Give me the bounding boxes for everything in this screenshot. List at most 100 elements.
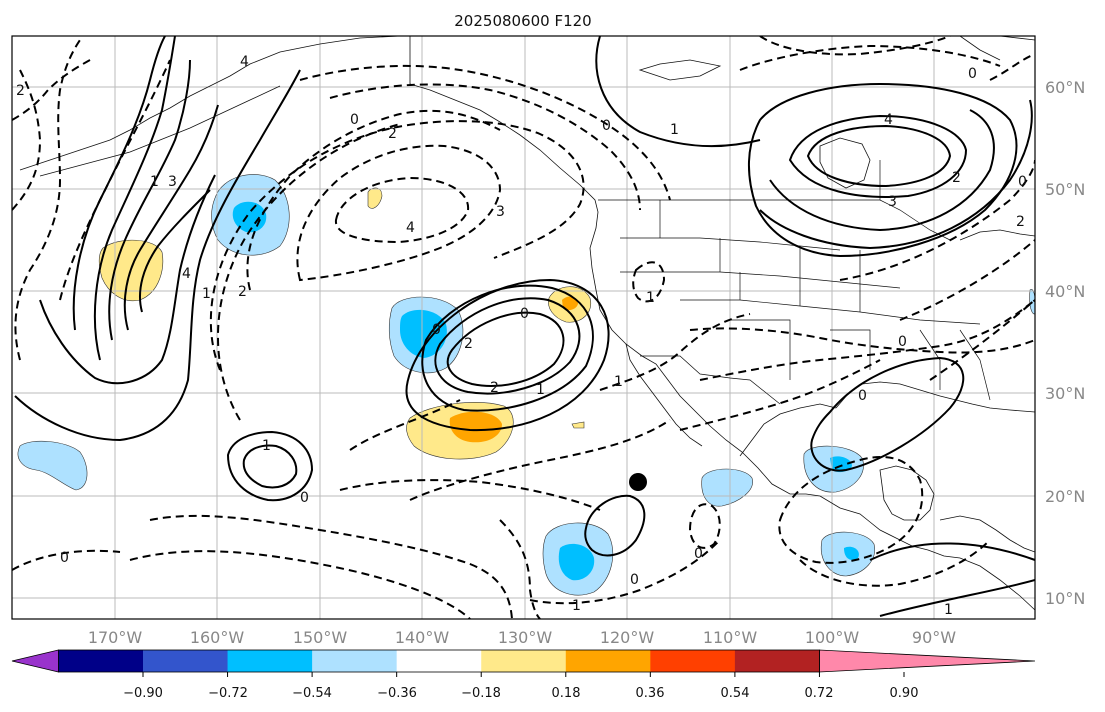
shaded-anomalies: [17, 174, 1035, 596]
lon-label: 120°W: [600, 628, 655, 647]
contour-dashed: [699, 299, 1035, 381]
colorbar-tick-label: −0.18: [461, 686, 501, 701]
contour-dashed: [296, 144, 502, 282]
contour-label: 0: [520, 306, 529, 322]
contour-label: 2: [490, 380, 499, 396]
lon-label: 90°W: [912, 628, 956, 647]
contour-dashed: [329, 83, 641, 211]
contour-label: 0: [60, 550, 69, 566]
contour-solid: [93, 36, 176, 361]
contour-dashed: [349, 399, 461, 451]
lon-label: 110°W: [703, 628, 758, 647]
contour-dashed: [59, 59, 171, 301]
lon-label: 170°W: [88, 628, 143, 647]
contour-label: 0: [300, 490, 309, 506]
map-title: 2025080600 F120: [454, 12, 591, 30]
colorbar-tick-label: −0.90: [123, 686, 163, 701]
contour-label: 1: [262, 438, 271, 454]
contour-solid: [788, 114, 968, 198]
lon-label: 130°W: [498, 628, 553, 647]
contour-dashed: [778, 455, 924, 564]
contour-dashed: [129, 550, 471, 619]
colorbar-segment: [227, 650, 313, 672]
contour-solid: [584, 494, 646, 557]
colorbar-tick-label: −0.36: [377, 686, 417, 701]
contour-label: 1: [646, 290, 655, 306]
contour-dashed: [899, 239, 1035, 321]
contour-labels: 4 0 2 2 0 1 4 3 0 2 2 0 1 3 4 1 2 4 3 0 …: [16, 54, 1027, 618]
colorbar: [11, 649, 1036, 677]
contour-dashed: [149, 514, 513, 619]
colorbar-tick-label: 0.72: [805, 686, 834, 701]
colorbar-segment: [650, 650, 736, 672]
contour-label: 0: [350, 112, 359, 128]
contour-dashed: [839, 159, 1035, 281]
contour-dashed: [12, 69, 42, 211]
contour-dashed: [335, 176, 470, 244]
colorbar-tick-label: 0.18: [552, 686, 581, 701]
contour-label: 2: [464, 336, 473, 352]
contour-solid: [138, 189, 211, 313]
contour-dashed: [499, 519, 541, 619]
lon-label: 150°W: [293, 628, 348, 647]
colorbar-tick-label: 0.36: [636, 686, 665, 701]
colorbar-tick-label: −0.54: [292, 686, 332, 701]
map-frame: [11, 35, 1036, 620]
contour-label: 2: [388, 126, 397, 142]
colorbar-tick-label: 0.54: [721, 686, 750, 701]
contour-solid: [14, 69, 301, 442]
contour-label: 1: [572, 598, 581, 614]
contour-label: 4: [406, 220, 415, 236]
black-dot-marker: [629, 473, 647, 491]
contour-label: 4: [182, 266, 191, 282]
colorbar-frame: [58, 649, 820, 673]
contour-label: 3: [168, 174, 177, 190]
map-background: [12, 36, 1035, 619]
contour-label: 3: [888, 194, 897, 210]
contour-label: 0: [602, 118, 611, 134]
contour-dashed: [989, 53, 1035, 81]
contour-dashed: [409, 419, 671, 501]
lat-label: 20°N: [1045, 487, 1085, 506]
contour-label: 1: [536, 382, 545, 398]
contour-solid: [810, 356, 965, 472]
contour-dashed: [12, 59, 91, 121]
contour-solid: [405, 278, 610, 432]
colorbar-segment: [481, 650, 567, 672]
contour-label: 0: [968, 66, 977, 82]
contour-solid: [39, 174, 216, 385]
contour-solid: [446, 311, 565, 387]
contour-label: 2: [238, 284, 247, 300]
contour-label: 1: [202, 286, 211, 302]
contour-solid: [72, 36, 166, 331]
height-contours: [12, 36, 1035, 619]
contour-dashed: [209, 120, 585, 371]
shade-positive: [367, 187, 383, 209]
contour-label: 2: [1016, 214, 1025, 230]
contour-label: 0: [630, 572, 639, 588]
contour-dashed: [14, 39, 81, 361]
contour-solid: [108, 59, 191, 341]
contour-dashed: [246, 109, 501, 291]
contour-dashed: [299, 64, 671, 201]
contour-label: 1: [670, 122, 679, 138]
contour-dashed: [529, 539, 721, 605]
shade-positive-core: [449, 411, 502, 443]
contour-solid: [242, 444, 298, 489]
lon-label: 160°W: [190, 628, 245, 647]
colorbar-segment: [143, 650, 229, 672]
colorbar-tick-labels: −0.90 −0.72 −0.54 −0.36 −0.18 0.18 0.36 …: [123, 686, 918, 701]
longitude-labels: 170°W 160°W 150°W 140°W 130°W 120°W 110°…: [88, 628, 956, 647]
map-content: 4 0 2 2 0 1 4 3 0 2 2 0 1 3 4 1 2 4 3 0 …: [12, 36, 1035, 619]
country-borders: [598, 160, 991, 405]
colorbar-tick-label: 0.90: [890, 686, 919, 701]
contour-dashed: [632, 261, 666, 303]
shade-negative: [701, 468, 753, 507]
contour-dashed: [217, 123, 401, 421]
contour-label: 4: [884, 112, 893, 128]
contour-label: 0: [694, 546, 703, 562]
lon-label: 100°W: [805, 628, 860, 647]
contour-label: 0: [432, 322, 441, 338]
contour-solid: [759, 99, 1033, 250]
